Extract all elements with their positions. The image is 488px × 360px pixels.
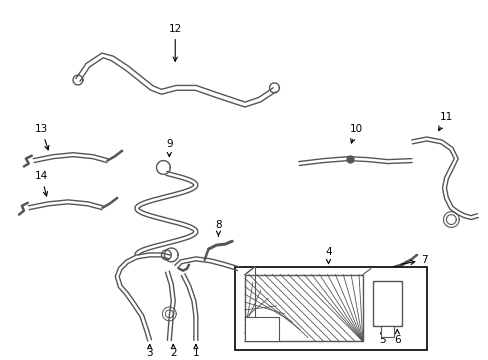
Text: 9: 9	[165, 139, 172, 157]
Bar	[244, 275, 362, 341]
Text: 13: 13	[35, 124, 49, 150]
Text: 3: 3	[146, 345, 153, 358]
Text: 1: 1	[192, 345, 199, 358]
Text: 10: 10	[349, 124, 362, 143]
Bar	[372, 282, 402, 326]
Text: 7: 7	[400, 255, 427, 265]
Text: 6: 6	[393, 329, 400, 345]
Bar	[235, 267, 426, 350]
Text: 14: 14	[35, 171, 48, 196]
Text: 4: 4	[325, 247, 331, 264]
Text: 12: 12	[168, 24, 182, 61]
Text: 2: 2	[170, 345, 176, 358]
Text: 11: 11	[438, 112, 452, 131]
Bar	[244, 317, 279, 341]
Text: 5: 5	[379, 329, 385, 345]
Bar	[380, 326, 393, 337]
Text: 8: 8	[215, 220, 222, 236]
